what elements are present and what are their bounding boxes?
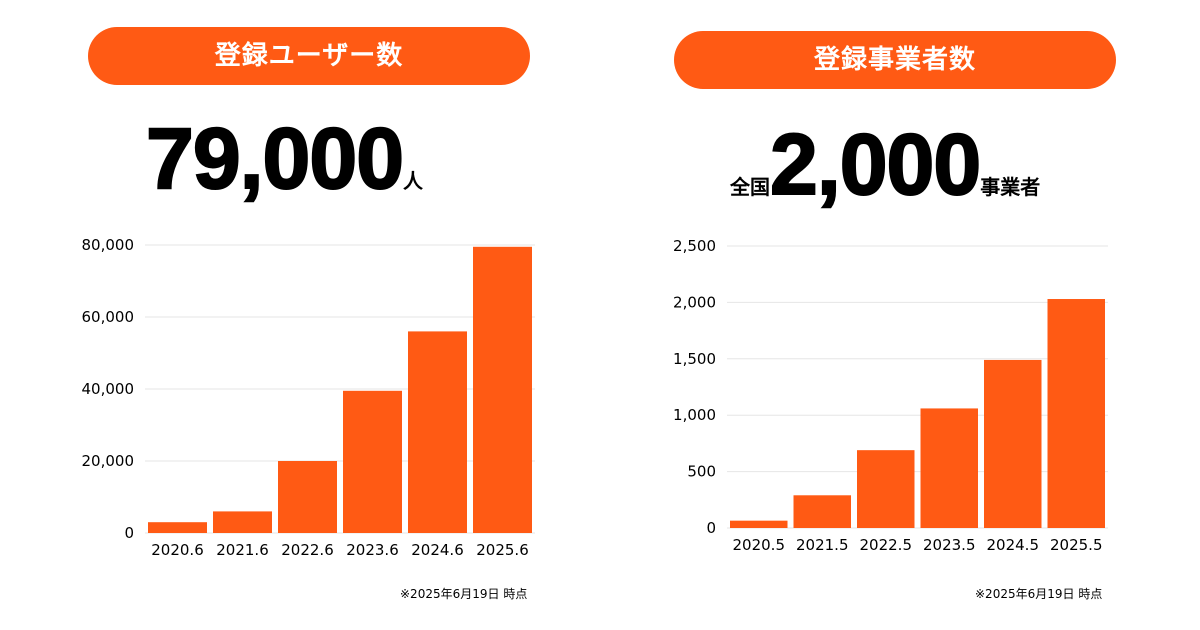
x-tick-label: 2023.5 bbox=[923, 536, 976, 554]
bar bbox=[857, 450, 915, 528]
x-tick-label: 2021.6 bbox=[216, 541, 269, 559]
registered-users-headline: 79,000人 bbox=[145, 110, 424, 209]
x-tick-label: 2023.6 bbox=[346, 541, 399, 559]
as-of-note: ※2025年6月19日 時点 bbox=[975, 587, 1103, 601]
headline-prefix: 全国 bbox=[730, 175, 770, 199]
x-tick-label: 2020.5 bbox=[733, 536, 786, 554]
x-tick-label: 2024.6 bbox=[411, 541, 464, 559]
x-tick-label: 2022.6 bbox=[281, 541, 334, 559]
as-of-note: ※2025年6月19日 時点 bbox=[400, 587, 528, 601]
headline-value: 2,000 bbox=[769, 116, 982, 214]
bar bbox=[984, 359, 1042, 528]
bar bbox=[278, 461, 337, 533]
y-tick-label: 2,000 bbox=[673, 293, 716, 311]
registered-businesses-headline: 全国2,000事業者 bbox=[730, 116, 1040, 215]
bar bbox=[730, 520, 788, 528]
bar bbox=[920, 408, 978, 528]
bar bbox=[793, 495, 851, 528]
registered-users-chart: 0 20,000 40,000 60,000 80,000 2020.6 2021.6 202… bbox=[82, 236, 535, 559]
bar bbox=[343, 390, 402, 533]
registered-users-title: 登録ユーザー数 bbox=[88, 27, 530, 85]
registered-businesses-panel: 登録事業者数 全国2,000事業者 0 500 1,000 1,500 2,000 2,5… bbox=[600, 0, 1200, 630]
y-tick-label: 1,500 bbox=[673, 350, 716, 368]
y-tick-label: 80,000 bbox=[82, 236, 135, 254]
headline-suffix: 人 bbox=[403, 169, 424, 193]
y-tick-label: 1,000 bbox=[673, 406, 716, 424]
bar bbox=[473, 246, 532, 534]
x-tick-label: 2022.5 bbox=[860, 536, 913, 554]
y-tick-label: 20,000 bbox=[82, 452, 135, 470]
bar bbox=[213, 511, 272, 533]
bar bbox=[1047, 299, 1105, 528]
bar bbox=[408, 331, 467, 533]
x-tick-label: 2025.6 bbox=[476, 541, 529, 559]
x-tick-label: 2025.5 bbox=[1050, 536, 1103, 554]
y-tick-label: 0 bbox=[124, 524, 134, 542]
y-tick-label: 40,000 bbox=[82, 380, 135, 398]
y-tick-label: 0 bbox=[706, 519, 716, 537]
x-tick-label: 2024.5 bbox=[987, 536, 1040, 554]
headline-value: 79,000 bbox=[145, 110, 405, 208]
headline-suffix: 事業者 bbox=[980, 175, 1041, 199]
registered-businesses-title: 登録事業者数 bbox=[674, 31, 1116, 89]
y-tick-label: 2,500 bbox=[673, 237, 716, 255]
bar bbox=[148, 522, 207, 533]
x-tick-label: 2020.6 bbox=[151, 541, 204, 559]
y-tick-label: 500 bbox=[687, 463, 716, 481]
registered-businesses-chart: 0 500 1,000 1,500 2,000 2,500 2020.5 2021.5 2022… bbox=[673, 237, 1108, 554]
registered-users-panel: 登録ユーザー数 79,000人 0 20,000 40,000 60,000 80,00… bbox=[82, 27, 535, 601]
y-tick-label: 60,000 bbox=[82, 308, 135, 326]
x-tick-label: 2021.5 bbox=[796, 536, 849, 554]
